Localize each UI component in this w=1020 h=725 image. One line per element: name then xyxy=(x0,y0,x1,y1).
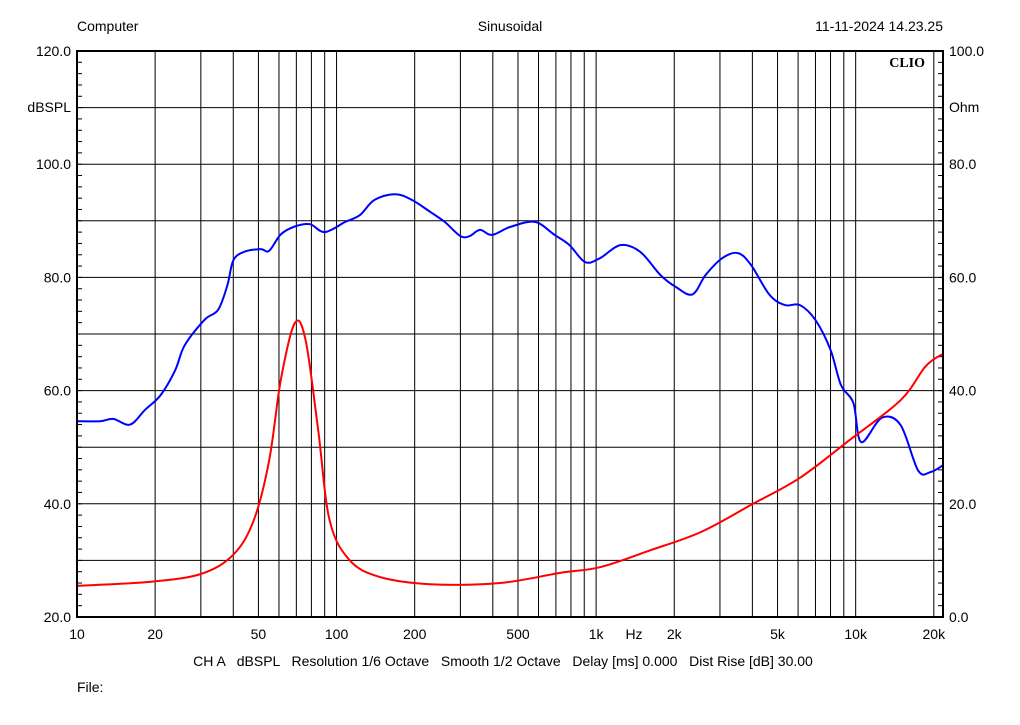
header-mode: Sinusoidal xyxy=(478,18,543,34)
header-source: Computer xyxy=(77,18,139,34)
file-label: File: xyxy=(77,679,103,695)
x-tick-label: 500 xyxy=(506,626,530,642)
right-axis-labels: 100.0 80.0 60.0 40.0 20.0 0.0 xyxy=(949,43,984,625)
right-tick-label: 40.0 xyxy=(949,383,976,399)
x-tick-label: 20k xyxy=(923,626,947,642)
right-tick-label: 100.0 xyxy=(949,43,984,59)
x-axis-labels: 10 20 50 100 200 500 1k 2k 5k 10k 20k xyxy=(69,626,946,642)
left-tick-label: 80.0 xyxy=(44,269,71,285)
clio-logo: CLIO xyxy=(889,56,925,71)
x-tick-label: 5k xyxy=(770,626,786,642)
header-timestamp: 11-11-2024 14.23.25 xyxy=(815,18,943,34)
impedance-curve xyxy=(76,319,944,587)
right-tick-label: 0.0 xyxy=(949,609,969,625)
right-axis-unit: Ohm xyxy=(949,99,979,115)
left-tick-label: 120.0 xyxy=(36,43,71,59)
left-tick-label: 20.0 xyxy=(44,609,71,625)
grid xyxy=(77,50,943,618)
x-tick-label: 10k xyxy=(844,626,868,642)
right-tick-label: 60.0 xyxy=(949,269,976,285)
left-axis-labels: 120.0 100.0 80.0 60.0 40.0 20.0 xyxy=(36,43,71,625)
x-tick-label: 20 xyxy=(147,626,163,642)
x-axis-unit: Hz xyxy=(625,626,642,642)
x-tick-label: 200 xyxy=(403,626,427,642)
right-tick-label: 20.0 xyxy=(949,496,976,512)
left-axis-unit: dBSPL xyxy=(27,99,71,115)
x-tick-label: 1k xyxy=(589,626,605,642)
left-tick-label: 100.0 xyxy=(36,156,71,172)
right-tick-label: 80.0 xyxy=(949,156,976,172)
spl-curve xyxy=(76,193,944,476)
curves xyxy=(76,193,944,587)
x-tick-label: 2k xyxy=(667,626,683,642)
x-tick-label: 50 xyxy=(251,626,267,642)
left-tick-label: 60.0 xyxy=(44,383,71,399)
left-tick-label: 40.0 xyxy=(44,496,71,512)
x-tick-label: 100 xyxy=(325,626,349,642)
x-tick-label: 10 xyxy=(69,626,85,642)
plot-frame xyxy=(76,50,944,618)
measurement-settings: CH A dBSPL Resolution 1/6 Octave Smooth … xyxy=(193,653,813,669)
